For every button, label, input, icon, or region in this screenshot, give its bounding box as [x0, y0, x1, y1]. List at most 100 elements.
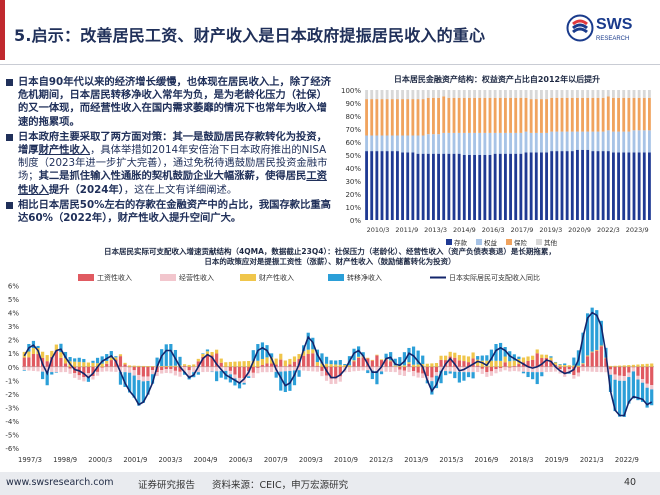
bar-other — [514, 90, 518, 98]
bar-wage — [572, 366, 576, 376]
bar-property — [182, 364, 187, 366]
bar-business — [247, 371, 251, 377]
bar-equity — [642, 130, 646, 153]
x-tick-label: 2017/9 — [511, 226, 534, 234]
bar-property — [430, 363, 434, 367]
bar-property — [457, 355, 461, 361]
bar-wage — [471, 358, 475, 367]
bar-equity — [524, 131, 528, 153]
bar-insurance — [504, 97, 507, 133]
bar-deposit — [570, 151, 574, 220]
bar-business — [563, 372, 567, 377]
bar-deposit — [478, 155, 482, 220]
bar-transfer — [297, 370, 301, 377]
bar-property — [201, 353, 205, 357]
footer-url[interactable]: www.swsresearch.com — [6, 477, 114, 488]
bar-property — [187, 364, 191, 367]
bar-property — [228, 361, 232, 367]
bar-business — [347, 367, 352, 372]
bar-other — [457, 90, 461, 98]
bar-deposit — [493, 153, 497, 220]
bar-equity — [519, 132, 523, 154]
bar-other — [504, 90, 507, 98]
bar-transfer — [640, 382, 645, 402]
bar-business — [73, 373, 77, 378]
bar-transfer — [393, 358, 397, 366]
bar-transfer — [558, 364, 562, 365]
bar-business — [31, 366, 36, 371]
bar-equity — [560, 131, 564, 152]
chart-title: 日本居民金融资产结构：权益资产占比自2012年以后提升 — [394, 74, 600, 84]
page-number: 40 — [624, 477, 637, 488]
bar-business — [201, 366, 205, 373]
legend-label: 转移净收入 — [347, 273, 382, 282]
bar-property — [329, 364, 333, 367]
bar-property — [302, 351, 306, 356]
bar-property — [82, 362, 86, 367]
bar-wage — [466, 362, 471, 367]
bar-wage — [173, 366, 178, 371]
bar-transfer — [608, 374, 613, 392]
x-tick-label: 2022/9 — [615, 456, 639, 464]
sws-logo: SWS RESEARCH — [566, 14, 652, 48]
bar-deposit — [565, 151, 569, 220]
bar-other — [648, 90, 651, 98]
legend-swatch — [160, 274, 176, 281]
bar-other — [534, 90, 538, 100]
bar-property — [173, 365, 178, 367]
bar-insurance — [437, 97, 440, 135]
bar-business — [334, 378, 338, 384]
bar-wage — [595, 350, 599, 367]
bar-insurance — [529, 99, 533, 133]
bar-wage — [558, 366, 562, 370]
y-tick-label: 30% — [345, 178, 361, 186]
bar-insurance — [493, 97, 497, 133]
bar-deposit — [632, 152, 636, 220]
bar-equity — [565, 131, 569, 152]
bar-property — [485, 360, 489, 367]
bar-property — [416, 364, 420, 367]
bar-insurance — [370, 99, 374, 136]
bar-deposit — [365, 151, 368, 220]
bar-wage — [256, 366, 260, 368]
sws-logo-icon — [566, 14, 594, 42]
bar-property — [137, 365, 141, 367]
bar-property — [311, 349, 315, 354]
bullet-text: 其二是抓住输入性通胀的契机鼓励企业大幅涨薪，使得居民 — [38, 170, 307, 183]
bar-wage — [22, 357, 26, 367]
bar-business — [27, 366, 31, 371]
bar-business — [489, 371, 494, 376]
bar-other — [488, 90, 492, 98]
y-tick-label: 2% — [8, 337, 19, 345]
bar-deposit — [555, 151, 559, 220]
bar-deposit — [421, 153, 425, 220]
bar-wage — [576, 366, 581, 373]
footer: www.swsresearch.com 证券研究报告 资料来源：CEIC，申万宏… — [0, 472, 660, 495]
bar-transfer — [476, 356, 480, 360]
legend-label: 工资性收入 — [97, 273, 132, 282]
bar-wage — [141, 366, 145, 377]
bar-business — [242, 378, 246, 383]
bar-property — [210, 352, 214, 356]
bullet-item: 日本政府主要采取了两方面对策：其一是鼓励居民存款转化为投资，增厚财产性收入，具体… — [6, 131, 336, 197]
legend-label: 存款 — [454, 238, 468, 247]
bar-transfer — [540, 372, 544, 377]
y-tick-label: -1% — [5, 377, 19, 385]
bar-property — [169, 365, 173, 367]
bar-deposit — [426, 153, 430, 220]
bar-transfer — [444, 371, 448, 376]
bar-transfer — [329, 360, 333, 365]
bar-property — [631, 364, 635, 367]
bar-deposit — [432, 153, 435, 220]
bar-property — [41, 351, 45, 358]
bar-business — [498, 367, 503, 372]
bar-property — [375, 354, 379, 356]
bar-property — [338, 364, 342, 367]
y-tick-label: 6% — [8, 283, 19, 291]
bar-property — [640, 364, 645, 367]
chart-title-line2: 日本的政策应对是提振工资性（涨薪）、财产性收入（鼓励储蓄转化为投资） — [204, 256, 455, 266]
bar-transfer — [650, 389, 654, 406]
bar-insurance — [596, 97, 600, 132]
bar-business — [128, 367, 132, 373]
bar-transfer — [237, 382, 242, 389]
